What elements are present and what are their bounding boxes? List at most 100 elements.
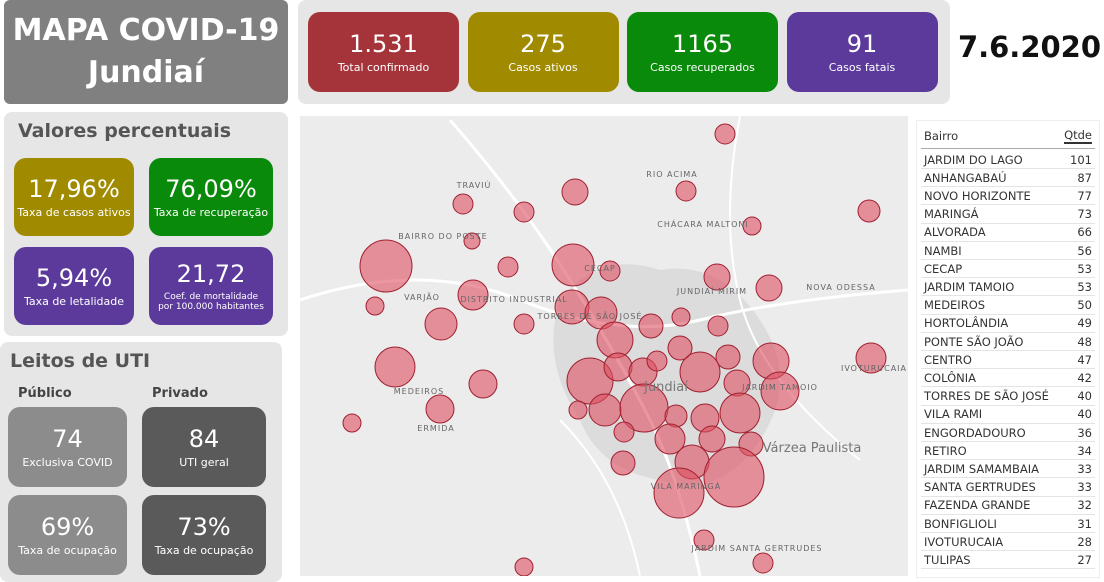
map-bubble (561, 178, 589, 206)
map: TRAVIÚ RIO ACIMA CHÁCARA MALTONI BAIRRO DO … (300, 116, 908, 576)
bairro-cell: PONTE SÃO JOÃO (924, 334, 1024, 349)
stat-card: 84 UTI geral (142, 407, 266, 487)
map-bubble (342, 413, 362, 433)
qtde-cell: 40 (1077, 389, 1092, 404)
qtde-cell: 48 (1077, 334, 1092, 349)
bairro-cell: ANHANGABAÚ (924, 170, 1007, 185)
qtde-cell: 47 (1077, 352, 1092, 367)
map-bubble (610, 450, 636, 476)
qtde-cell: 66 (1077, 225, 1092, 240)
map-bubble (457, 279, 489, 311)
map-bubble (742, 216, 762, 236)
qtde-cell: 53 (1077, 279, 1092, 294)
table-row: CENTRO 47 (921, 351, 1095, 370)
qtde-cell: 77 (1077, 188, 1092, 203)
stat-value: 5,94% (35, 264, 113, 292)
map-bubble (497, 256, 519, 278)
stat-label: Casos ativos (508, 61, 578, 74)
table-row: COLÔNIA 42 (921, 369, 1095, 388)
stat-card: 1.531 Total confirmado (308, 12, 459, 92)
road (729, 116, 861, 461)
column-header[interactable]: Qtde (1064, 127, 1092, 144)
table-row: CECAP 53 (921, 260, 1095, 279)
table-row: MARINGÁ 73 (921, 206, 1095, 224)
map-label: JARDIM SANTA GERTRUDES (690, 544, 822, 553)
qtde-cell: 32 (1077, 498, 1092, 513)
table-row: TORRES DE SÃO JOSÉ 40 (921, 388, 1095, 406)
map-bubble (613, 421, 635, 443)
title-line: MAPA COVID-19 (12, 13, 280, 48)
panel-title: Valores percentuais (18, 120, 232, 142)
stat-label: Taxa de ocupação (18, 544, 117, 557)
map-bubble (513, 313, 535, 335)
bairro-cell: BONFIGLIOLI (924, 516, 997, 531)
table-row: FAZENDA GRANDE 32 (921, 497, 1095, 515)
map-bubble (424, 307, 458, 341)
qtde-cell: 87 (1077, 170, 1092, 185)
map-bubble (468, 369, 498, 399)
bairro-cell: FAZENDA GRANDE (924, 498, 1031, 513)
stat-card: 17,96% Taxa de casos ativos (14, 158, 134, 236)
stat-value: 91 (846, 30, 878, 58)
stat-label: Total confirmado (337, 61, 430, 74)
table-row: VILA RAMI 40 (921, 406, 1095, 424)
bairro-cell: IVOTURUCAIA (924, 534, 1004, 549)
map-label: RIO ACIMA (646, 170, 697, 179)
road (559, 419, 641, 576)
stat-card: 76,09% Taxa de recuperação (149, 158, 273, 236)
table-row: JARDIM SAMAMBAIA 33 (921, 460, 1095, 479)
map-label: Várzea Paulista (763, 441, 862, 456)
stat-label: Coef. de mortalidade por 100.000 habitan… (158, 292, 264, 312)
map-bubble (719, 392, 761, 434)
map-bubble (752, 552, 774, 574)
bairro-cell: RETIRO (924, 443, 967, 458)
map-bubble (599, 260, 621, 282)
map-label: NOVA ODESSA (806, 283, 875, 292)
map-label: TORRES DE SÃO JOSÉ (537, 310, 643, 321)
map-bubble (514, 557, 534, 576)
percent-panel: Valores percentuais 17,96% Taxa de casos … (4, 112, 288, 336)
stat-value: 1.531 (349, 30, 418, 58)
stat-value: 84 (188, 425, 220, 453)
map-label: IVOTURUCAIA (841, 364, 907, 373)
map-bubble (703, 446, 765, 508)
icu-panel: Leitos de UTI Público Privado 74 Exclusiv… (0, 342, 282, 582)
map-label: Jundiaí (643, 380, 688, 395)
qtde-cell: 33 (1077, 480, 1092, 495)
column-header: Bairro (924, 128, 959, 143)
table-row: MEDEIROS 50 (921, 297, 1095, 315)
bairro-cell: HORTOLÂNDIA (924, 316, 1009, 331)
stat-value: 76,09% (165, 175, 257, 203)
table-row: IVOTURUCAIA 28 (921, 533, 1095, 552)
table-row: BONFIGLIOLI 31 (921, 515, 1095, 533)
map-bubble (638, 313, 664, 339)
bairro-cell: TULIPAS (924, 552, 971, 567)
date: 7.6.2020 (957, 30, 1102, 64)
qtde-cell: 101 (1070, 152, 1092, 167)
map-bubble (703, 263, 731, 291)
map-label: TRAVIÚ (456, 179, 492, 190)
table-header: Bairro Qtde (921, 123, 1095, 149)
qtde-cell: 50 (1077, 298, 1092, 313)
qtde-cell: 73 (1077, 207, 1092, 222)
table-row: ANHANGABAÚ 87 (921, 169, 1095, 188)
map-bubble (568, 400, 588, 420)
map-bubble (855, 342, 887, 374)
title-box: MAPA COVID-19 Jundiaí (4, 0, 288, 104)
bairro-cell: JARDIM DO LAGO (924, 152, 1023, 167)
stat-value: 1165 (671, 30, 734, 58)
bairro-cell: MARINGÁ (924, 207, 979, 222)
map-bubble (365, 296, 385, 316)
map-label: VARJÃO (404, 292, 440, 302)
stat-value: 21,72 (176, 260, 246, 288)
stat-value: 275 (520, 30, 566, 58)
table-row: JARDIM DO LAGO 101 (921, 151, 1095, 169)
map-bubble (755, 274, 783, 302)
map-bubble (715, 344, 741, 370)
bairro-cell: ENGORDADOURO (924, 425, 1026, 440)
stat-card: 21,72 Coef. de mortalidade por 100.000 ha… (149, 247, 273, 325)
bairro-cell: CECAP (924, 261, 963, 276)
map-label: BAIRRO DO POSTE (398, 232, 487, 241)
stat-card: 1165 Casos recuperados (627, 12, 778, 92)
